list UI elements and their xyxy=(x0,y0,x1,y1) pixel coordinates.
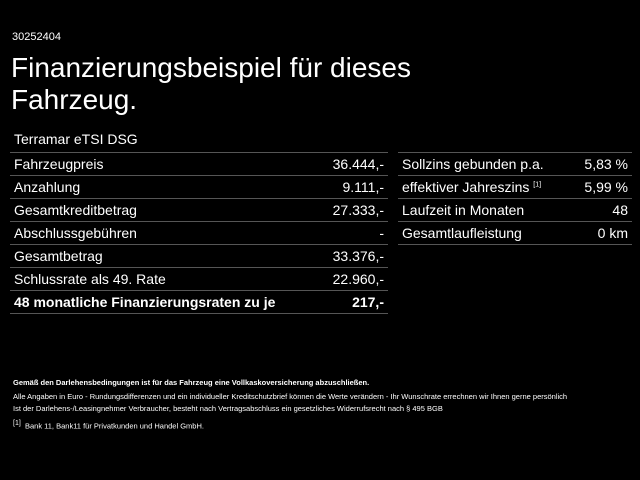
footnote-text: Bank 11, Bank11 für Privatkunden und Han… xyxy=(24,421,204,431)
footnote: [1] Bank 11, Bank11 für Privatkunden und… xyxy=(13,418,204,433)
insurance-note: Gemäß den Darlehensbedingungen ist für d… xyxy=(13,378,370,387)
row-value: 22.960,- xyxy=(319,267,388,291)
table-row: Gesamtkreditbetrag 27.333,- xyxy=(10,198,388,222)
table-row: effektiver Jahreszins [1] 5,99 % xyxy=(398,175,632,199)
row-label: Fahrzeugpreis xyxy=(10,152,320,176)
row-label: Gesamtlaufleistung xyxy=(398,221,572,245)
row-value: 48 xyxy=(572,198,632,222)
disclaimer-line: Alle Angaben in Euro - Rundungsdifferenz… xyxy=(13,392,568,401)
row-value: 27.333,- xyxy=(319,198,388,222)
row-label: Gesamtkreditbetrag xyxy=(10,198,320,222)
row-value: 5,99 % xyxy=(572,175,632,199)
row-label: Laufzeit in Monaten xyxy=(398,198,572,222)
table-row: Laufzeit in Monaten 48 xyxy=(398,198,632,222)
table-row: Gesamtlaufleistung 0 km xyxy=(398,221,632,245)
row-value: 36.444,- xyxy=(319,152,388,176)
row-label: Schlussrate als 49. Rate xyxy=(10,267,320,291)
row-value: 0 km xyxy=(572,221,632,245)
row-value: 33.376,- xyxy=(319,244,388,268)
table-row: Fahrzeugpreis 36.444,- xyxy=(10,152,388,176)
footnote-mark: [1] xyxy=(533,181,542,189)
row-value: 9.111,- xyxy=(319,175,388,199)
label-text: effektiver Jahreszins xyxy=(402,179,530,195)
row-value: 5,83 % xyxy=(572,152,632,176)
table-row: Gesamtbetrag 33.376,- xyxy=(10,244,388,268)
footnote-mark: [1] xyxy=(13,420,21,427)
row-label: Sollzins gebunden p.a. xyxy=(398,152,572,176)
row-label: effektiver Jahreszins [1] xyxy=(398,175,572,199)
row-value: 217,- xyxy=(319,290,388,314)
financing-table: Fahrzeugpreis 36.444,- Anzahlung 9.111,- G… xyxy=(10,152,388,314)
page-title: Finanzierungsbeispiel für dieses Fahrzeu… xyxy=(11,52,411,115)
row-value: - xyxy=(319,221,388,245)
disclaimer-line: Ist der Darlehens-/Leasingnehmer Verbrau… xyxy=(13,404,443,413)
table-row: Anzahlung 9.111,- xyxy=(10,175,388,199)
row-label: Abschlussgebühren xyxy=(10,221,320,245)
row-label: 48 monatliche Finanzierungsraten zu je xyxy=(10,290,320,314)
offer-id: 30252404 xyxy=(12,31,61,43)
model-name: Terramar eTSI DSG xyxy=(14,131,138,147)
table-row: Abschlussgebühren - xyxy=(10,221,388,245)
table-row: Schlussrate als 49. Rate 22.960,- xyxy=(10,267,388,291)
interest-table: Sollzins gebunden p.a. 5,83 % effektiver … xyxy=(398,152,632,245)
table-row: Sollzins gebunden p.a. 5,83 % xyxy=(398,152,632,176)
row-label: Gesamtbetrag xyxy=(10,244,320,268)
row-label: Anzahlung xyxy=(10,175,320,199)
monthly-rate-row: 48 monatliche Finanzierungsraten zu je 21… xyxy=(10,290,388,314)
